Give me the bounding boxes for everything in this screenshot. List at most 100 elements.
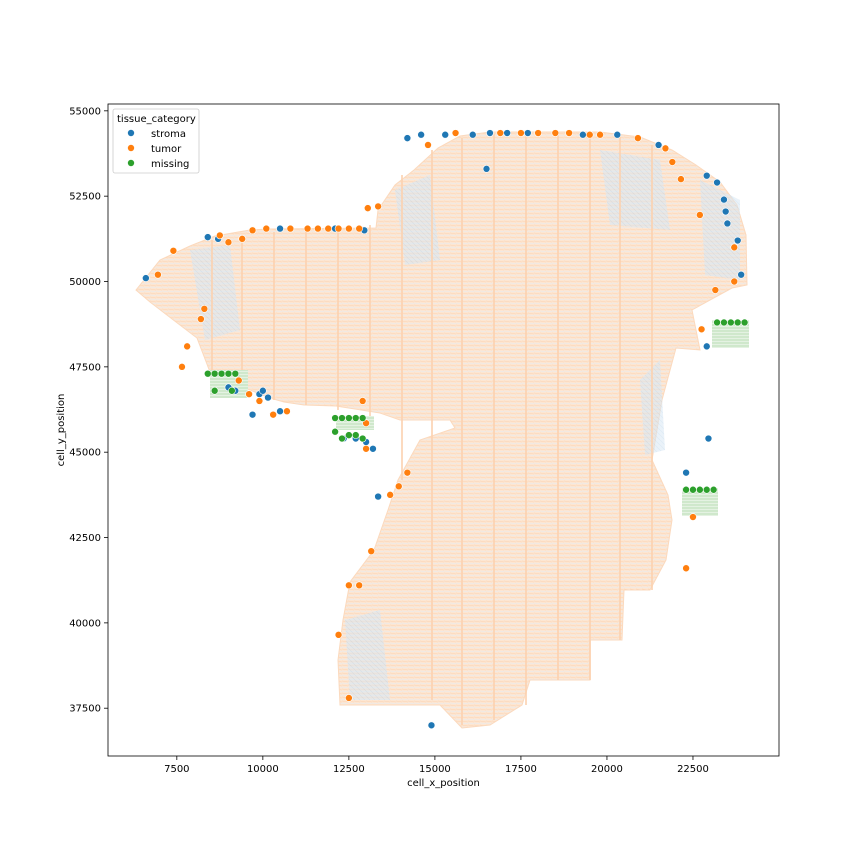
- x-tick-label: 15000: [419, 764, 451, 775]
- y-tick-label: 45000: [69, 448, 101, 459]
- data-point-stroma: [482, 165, 491, 173]
- data-point-tumor: [303, 224, 312, 233]
- data-point-tumor: [345, 224, 353, 233]
- data-point-missing: [231, 369, 240, 378]
- data-point-tumor: [424, 141, 432, 149]
- data-point-tumor: [496, 129, 505, 137]
- data-point-tumor: [248, 226, 257, 235]
- data-point-stroma: [248, 410, 257, 419]
- data-point-missing: [217, 369, 226, 378]
- data-point-tumor: [696, 211, 704, 219]
- data-point-tumor: [585, 130, 594, 139]
- data-point-missing: [727, 318, 735, 327]
- data-point-missing: [210, 369, 219, 378]
- data-point-missing: [224, 369, 233, 378]
- data-point-tumor: [355, 581, 363, 590]
- data-point-tumor: [269, 410, 277, 419]
- data-point-missing: [331, 414, 339, 422]
- data-point-missing: [740, 318, 749, 327]
- data-point-stroma: [276, 224, 284, 233]
- legend-box: [112, 108, 200, 174]
- data-point-stroma: [259, 386, 267, 395]
- data-point-tumor: [374, 202, 382, 211]
- data-point-tumor: [682, 564, 690, 573]
- data-point-tumor: [283, 407, 291, 416]
- data-point-missing: [358, 434, 367, 443]
- data-point-tumor: [216, 231, 224, 240]
- y-tick-label: 47500: [69, 362, 101, 373]
- data-point-tumor: [363, 204, 372, 212]
- data-point-tumor: [367, 547, 376, 555]
- data-point-missing: [358, 414, 367, 422]
- data-point-tumor: [711, 286, 720, 294]
- data-point-tumor: [183, 342, 191, 351]
- data-point-missing: [713, 318, 721, 327]
- data-point-tumor: [345, 581, 353, 590]
- y-tick-label: 40000: [69, 618, 101, 629]
- data-point-tumor: [169, 246, 178, 255]
- legend-title: tissue_category: [117, 114, 196, 125]
- x-tick-label: 17500: [505, 764, 537, 775]
- data-point-tumor: [677, 175, 685, 183]
- data-point-stroma: [427, 721, 436, 730]
- data-point-missing: [345, 414, 353, 422]
- data-point-tumor: [634, 134, 642, 142]
- data-point-missing: [702, 485, 711, 494]
- y-tick-label: 52500: [69, 192, 101, 203]
- data-point-tumor: [386, 491, 394, 499]
- data-point-missing: [228, 386, 236, 395]
- data-point-tumor: [596, 130, 604, 139]
- data-point-stroma: [579, 130, 587, 139]
- y-axis: 37500 40000 42500 45000 47500 50000 52500 55000: [69, 106, 108, 715]
- y-tick-label: 37500: [69, 704, 101, 715]
- legend-marker-tumor: [127, 144, 135, 152]
- data-point-tumor: [565, 129, 573, 137]
- data-point-stroma: [723, 219, 732, 228]
- data-point-tumor: [200, 305, 209, 313]
- legend-label-tumor: tumor: [151, 144, 182, 155]
- y-axis-label: cell_y_position: [56, 394, 67, 467]
- plot-frame: [107, 103, 780, 757]
- y-tick-label: 42500: [69, 533, 101, 544]
- data-point-tumor: [451, 129, 460, 137]
- data-point-missing: [682, 485, 690, 494]
- data-point-missing: [351, 431, 360, 439]
- data-point-tumor: [697, 325, 706, 334]
- data-point-tumor: [551, 129, 560, 137]
- x-axis-label: cell_x_position: [407, 778, 480, 789]
- data-point-tumor: [245, 390, 253, 398]
- data-point-tumor: [334, 631, 343, 639]
- data-point-stroma: [702, 171, 711, 180]
- data-point-missing: [351, 414, 360, 422]
- data-point-tumor: [286, 224, 295, 233]
- data-point-tumor: [661, 144, 670, 153]
- data-point-missing: [210, 386, 219, 395]
- x-axis: 7500 10000 12500 15000 17500 20000 22500: [164, 756, 709, 775]
- data-point-stroma: [733, 236, 742, 245]
- tissue-region: [135, 131, 748, 729]
- data-point-stroma: [737, 270, 745, 279]
- data-point-stroma: [264, 393, 272, 402]
- data-point-stroma: [486, 129, 494, 137]
- data-point-tumor: [334, 224, 343, 233]
- data-point-tumor: [730, 243, 739, 252]
- data-point-stroma: [503, 129, 511, 137]
- data-point-tumor: [262, 224, 271, 233]
- data-point-missing: [709, 485, 718, 494]
- scatter-points: [142, 129, 749, 730]
- data-point-stroma: [713, 178, 721, 187]
- legend-marker-missing: [127, 159, 135, 167]
- data-point-tumor: [234, 376, 243, 385]
- y-tick-label: 55000: [69, 106, 101, 117]
- x-tick-label: 7500: [164, 764, 189, 775]
- data-point-missing: [345, 431, 353, 439]
- data-point-missing: [338, 414, 346, 422]
- data-point-tumor: [197, 315, 205, 323]
- data-point-stroma: [142, 274, 150, 282]
- data-point-tumor: [238, 235, 246, 243]
- data-point-stroma: [613, 130, 622, 139]
- data-point-tumor: [668, 158, 677, 166]
- data-point-tumor: [355, 224, 363, 233]
- legend: tissue_category stroma tumor missing: [112, 108, 200, 174]
- scan-stripes: [211, 133, 653, 725]
